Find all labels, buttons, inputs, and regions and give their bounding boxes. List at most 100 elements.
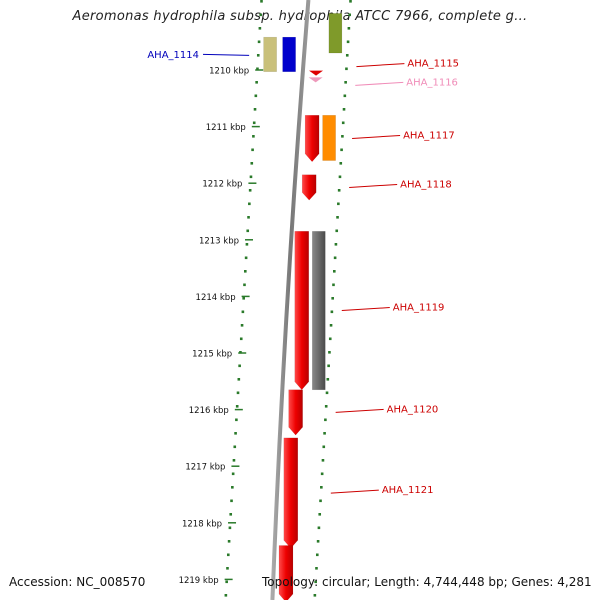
cog-boxes-layer — [263, 13, 343, 391]
ring-dot — [331, 297, 334, 300]
ring-dot — [321, 459, 325, 462]
gene-label[interactable]: AHA_1114 — [147, 50, 199, 61]
ring-dot — [343, 94, 347, 98]
leader-line — [352, 134, 401, 139]
ring-dot — [313, 594, 317, 597]
ring-dot — [245, 243, 249, 246]
ring-dot — [251, 148, 254, 152]
ring-dot — [252, 121, 256, 125]
ring-dot — [347, 27, 351, 30]
cog-box — [322, 115, 336, 161]
ring-dot — [236, 391, 240, 395]
ring-dot — [253, 108, 257, 111]
genes-layer — [278, 36, 324, 600]
ring-dot — [327, 364, 330, 368]
gene-arrow[interactable] — [282, 36, 296, 72]
ring-dot — [248, 202, 251, 206]
leader-line — [335, 408, 384, 413]
cog-box — [328, 13, 343, 54]
ring-dot — [255, 81, 258, 84]
leader-line — [349, 183, 398, 188]
gene-label[interactable]: AHA_1116 — [406, 77, 458, 88]
ring-dot — [329, 324, 333, 327]
tick-label: 1211 kbp — [206, 123, 246, 133]
ring-dot — [256, 54, 260, 57]
gene-label[interactable]: AHA_1115 — [407, 59, 459, 70]
ring-dot — [243, 283, 246, 287]
gene-label[interactable]: AHA_1120 — [387, 404, 439, 415]
gene-arrow[interactable] — [278, 545, 294, 600]
ring-dot — [260, 0, 263, 3]
ring-dot — [328, 337, 332, 341]
cog-box — [263, 36, 277, 72]
ring-dot — [244, 256, 248, 260]
ring-dot — [234, 432, 237, 435]
ring-dot — [341, 121, 345, 125]
tick-label: 1212 kbp — [202, 180, 242, 190]
backbone-line — [270, 0, 311, 600]
ring-dot — [319, 499, 322, 503]
gene-label[interactable]: AHA_1121 — [382, 485, 434, 496]
leader-line — [330, 489, 379, 494]
ring-dot — [314, 580, 317, 584]
ring-dot — [257, 40, 261, 44]
leader-line — [356, 63, 405, 68]
gene-label[interactable]: AHA_1117 — [403, 130, 455, 141]
leader-line — [202, 53, 250, 56]
ring-dot — [342, 108, 346, 111]
cog-box — [312, 231, 326, 391]
gene-label[interactable]: AHA_1118 — [400, 179, 452, 190]
ring-dot — [336, 216, 339, 219]
ring-dot — [318, 513, 322, 516]
ring-dot — [340, 148, 343, 152]
gene-arrow[interactable] — [304, 115, 320, 163]
ring-dot — [317, 526, 321, 530]
accession-text: Accession: NC_008570 — [9, 575, 146, 589]
ring-dot — [333, 256, 337, 260]
ring-dot — [226, 553, 230, 557]
ring-dot — [325, 391, 329, 395]
ring-dot — [333, 270, 336, 273]
tick-label: 1217 kbp — [185, 463, 225, 473]
ring-dot — [248, 189, 252, 192]
ring-dot — [258, 27, 262, 30]
tick-label: 1219 kbp — [179, 576, 219, 586]
gene-arrow[interactable] — [288, 389, 303, 436]
gene-arrow[interactable] — [308, 77, 323, 83]
ring-dot — [316, 540, 320, 543]
gene-arrow[interactable] — [309, 70, 324, 76]
ring-dot — [241, 310, 245, 314]
ring-dot — [334, 243, 338, 246]
ring-dot — [224, 594, 228, 597]
ring-dot — [332, 283, 335, 287]
ring-dot — [338, 175, 342, 179]
ring-dot — [344, 81, 347, 84]
ring-dot — [240, 324, 244, 327]
ring-dot — [254, 94, 258, 98]
tick-label: 1213 kbp — [199, 236, 239, 246]
ring-dot — [345, 54, 349, 57]
ring-dot — [337, 189, 341, 192]
leader-line — [355, 81, 404, 86]
topology-text: Topology: circular; Length: 4,744,448 bp… — [262, 575, 592, 589]
ring-dot — [247, 216, 250, 219]
gene-label[interactable]: AHA_1119 — [393, 303, 445, 314]
ring-dot — [235, 418, 238, 422]
gene-arrow[interactable] — [283, 437, 299, 549]
gene-arrow[interactable] — [294, 231, 310, 391]
ring-dot — [244, 270, 247, 273]
ring-dot — [348, 13, 351, 17]
ring-dot — [238, 364, 241, 368]
ring-dot — [228, 526, 232, 530]
ring-dot — [229, 513, 233, 516]
ring-dot — [328, 351, 331, 354]
ring-dot — [235, 405, 239, 408]
ring-dot — [233, 445, 237, 449]
ring-dot — [246, 229, 250, 233]
ring-dot — [259, 13, 262, 17]
gene-arrow[interactable] — [301, 174, 317, 201]
ring-dot — [345, 67, 348, 71]
ring-dot — [252, 135, 255, 138]
ring-dot — [320, 486, 323, 489]
